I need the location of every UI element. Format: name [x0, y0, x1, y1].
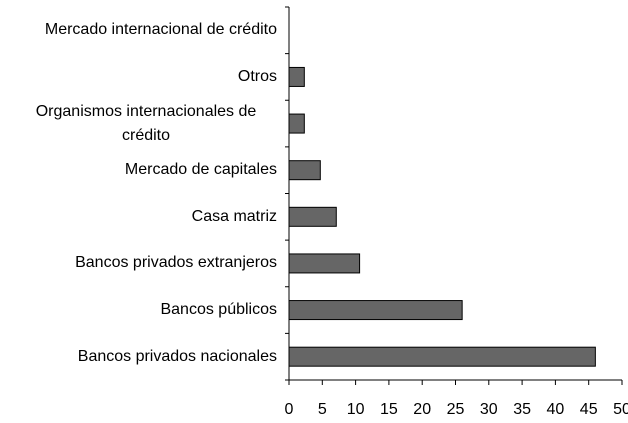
- y-tick-label: Otros: [15, 47, 277, 107]
- category-text: Mercado de capitales: [124, 161, 277, 179]
- bar: [288, 160, 321, 181]
- x-tick-label: 10: [347, 401, 365, 418]
- category-text: Otros: [237, 67, 277, 85]
- category-text: Organismos internacionales de crédito: [35, 102, 257, 144]
- y-tick-label: Mercado internacional de crédito: [15, 0, 277, 60]
- x-tick-label: 35: [513, 401, 531, 418]
- category-text: Mercado internacional de crédito: [44, 21, 277, 39]
- x-tick-label: 30: [480, 401, 498, 418]
- category-text: Bancos públicos: [160, 301, 277, 319]
- bar: [288, 206, 337, 227]
- category-text: Bancos privados extranjeros: [75, 254, 277, 272]
- bar: [288, 300, 463, 321]
- bar: [288, 253, 361, 274]
- y-tick-label: Casa matriz: [15, 187, 277, 247]
- y-tick-label: Organismos internacionales de crédito: [15, 94, 277, 154]
- x-tick-label: 5: [318, 401, 327, 418]
- x-tick-label: 45: [580, 401, 598, 418]
- category-text: Bancos privados nacionales: [77, 347, 277, 365]
- x-tick-label: 0: [285, 401, 294, 418]
- x-tick-label: 25: [447, 401, 465, 418]
- x-tick-label: 20: [413, 401, 431, 418]
- x-tick-label: 50: [613, 401, 628, 418]
- y-tick-label: Bancos públicos: [15, 280, 277, 340]
- x-tick-label: 40: [547, 401, 565, 418]
- bar: [288, 66, 305, 87]
- bar: [288, 346, 596, 367]
- category-text: Casa matriz: [191, 207, 277, 225]
- y-tick-label: Bancos privados nacionales: [15, 327, 277, 387]
- x-tick-label: 15: [380, 401, 398, 418]
- y-tick-label: Bancos privados extranjeros: [15, 233, 277, 293]
- y-tick-label: Mercado de capitales: [15, 140, 277, 200]
- bar: [288, 113, 305, 134]
